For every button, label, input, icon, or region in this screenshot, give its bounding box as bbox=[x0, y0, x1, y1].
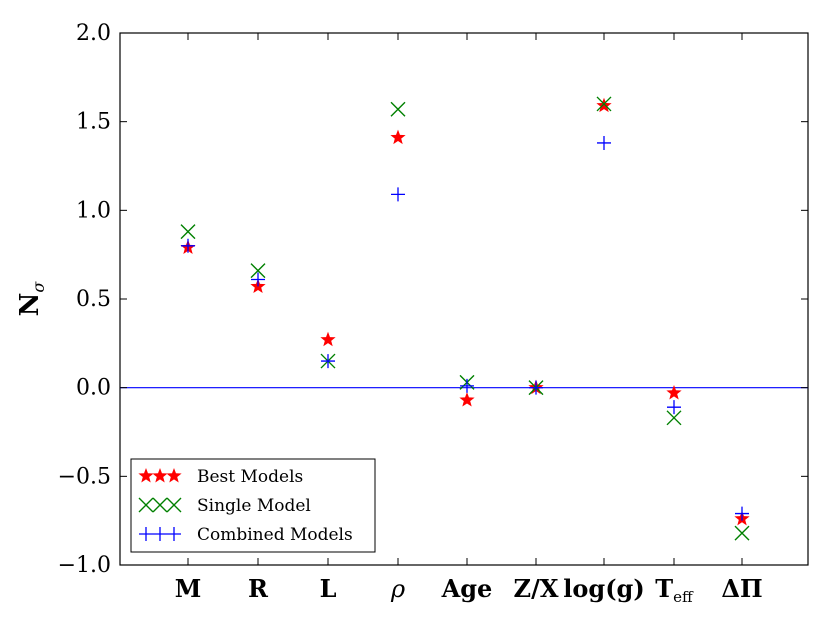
best-models-point bbox=[666, 384, 682, 400]
legend-single-model-marker bbox=[138, 497, 154, 513]
x-category-label: M bbox=[175, 574, 202, 603]
combined-models-point bbox=[460, 378, 474, 393]
y-tick-label: −0.5 bbox=[58, 464, 111, 489]
x-category-label: ρ bbox=[390, 575, 405, 603]
y-tick-label: 2.0 bbox=[76, 21, 111, 46]
x-category-label: R bbox=[248, 574, 269, 603]
single-model-point bbox=[250, 263, 266, 279]
y-tick-label: 1.0 bbox=[76, 198, 111, 223]
x-category-label: log(g) bbox=[563, 574, 644, 603]
best-models-point bbox=[390, 129, 406, 145]
y-tick-label: 1.5 bbox=[76, 110, 111, 135]
y-axis-label: Nσ bbox=[15, 281, 48, 317]
x-category-label: L bbox=[320, 574, 337, 603]
legend-best-models-label: Best Models bbox=[197, 467, 303, 487]
single-model-point bbox=[390, 101, 406, 117]
combined-models-point bbox=[181, 238, 195, 253]
combined-models-point bbox=[529, 380, 543, 395]
legend-single-model-label: Single Model bbox=[197, 496, 311, 516]
legend-best-models-marker bbox=[138, 468, 154, 483]
x-category-label: Age bbox=[441, 574, 493, 603]
single-model-point bbox=[734, 525, 750, 541]
legend-best-models-marker bbox=[152, 468, 168, 483]
legend-combined-models-marker bbox=[153, 527, 167, 541]
single-model-point bbox=[180, 224, 196, 240]
single-model-point bbox=[666, 410, 682, 426]
combined-models-point bbox=[667, 400, 681, 415]
best-models-point bbox=[596, 97, 612, 113]
best-models-point bbox=[320, 331, 336, 347]
legend-combined-models-marker bbox=[139, 527, 153, 541]
combined-models-point bbox=[391, 187, 405, 202]
single-model-point bbox=[596, 96, 612, 112]
legend-combined-models-marker bbox=[167, 527, 181, 541]
y-tick-label: 0.5 bbox=[76, 287, 111, 312]
best-models-point bbox=[459, 392, 475, 407]
y-tick-label: 0.0 bbox=[76, 376, 111, 401]
legend-combined-models-label: Combined Models bbox=[197, 525, 353, 545]
x-category-label: Teff bbox=[655, 574, 694, 606]
legend-single-model-marker bbox=[166, 497, 182, 513]
x-category-label: ΔΠ bbox=[721, 574, 762, 603]
legend-single-model-marker bbox=[152, 497, 168, 513]
combined-models-point bbox=[735, 506, 749, 521]
combined-models-point bbox=[251, 272, 265, 287]
legend-best-models-marker bbox=[166, 468, 182, 483]
y-tick-label: −1.0 bbox=[58, 553, 111, 578]
x-category-label: Z/X bbox=[514, 574, 559, 603]
combined-models-point bbox=[597, 135, 611, 150]
combined-models-point bbox=[321, 354, 335, 369]
